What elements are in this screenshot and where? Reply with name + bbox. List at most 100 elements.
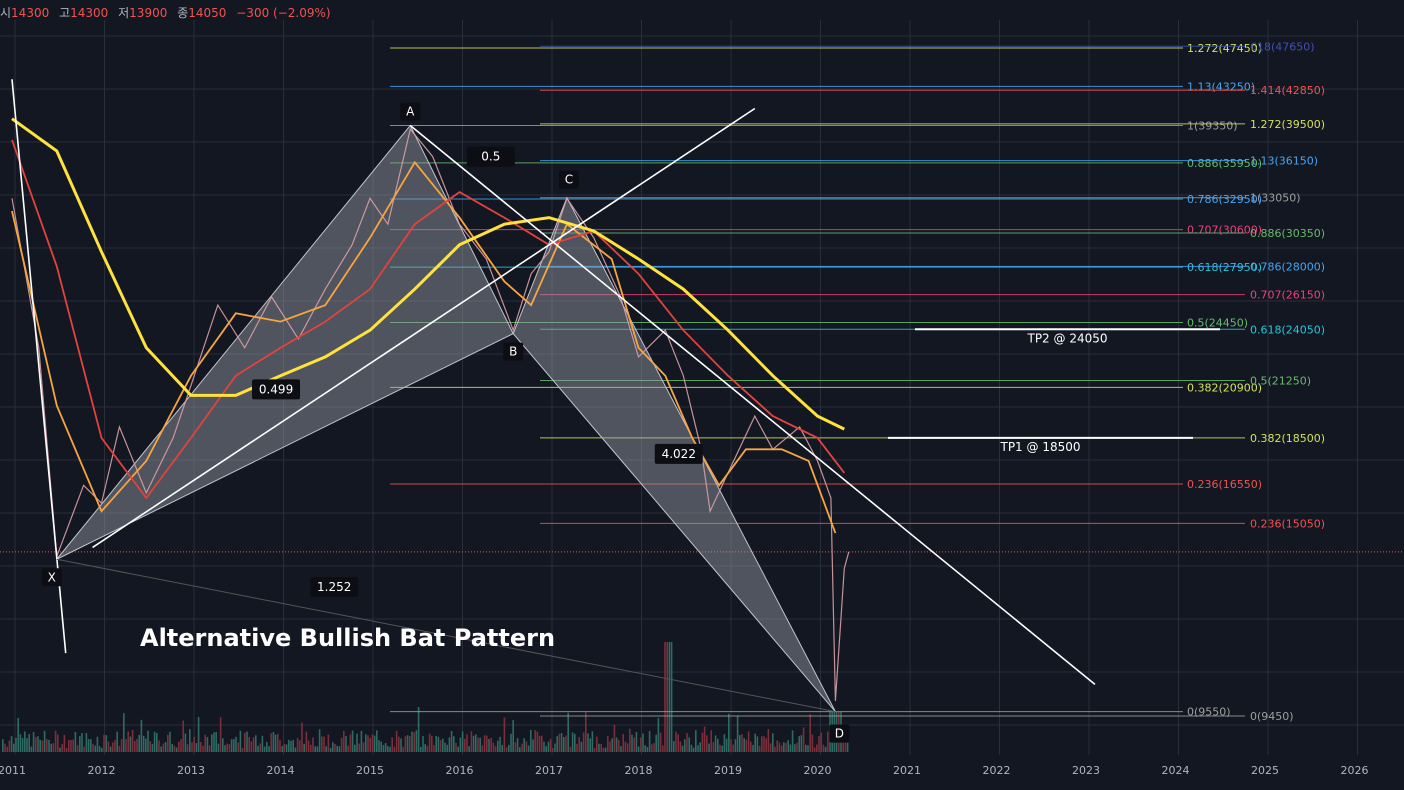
volume-bar — [279, 740, 281, 752]
volume-bar — [791, 730, 794, 752]
volume-bar — [87, 739, 90, 752]
volume-bar — [255, 735, 257, 752]
volume-bar — [101, 747, 103, 752]
volume-bar — [646, 746, 649, 752]
volume-bar — [389, 746, 391, 752]
volume-bar — [217, 743, 220, 752]
volume-bar — [811, 734, 814, 752]
volume-bar — [505, 747, 508, 752]
volume-bar — [609, 741, 611, 752]
volume-bar — [626, 743, 629, 752]
volume-bar — [59, 747, 61, 752]
volume-bar — [602, 747, 605, 752]
volume-bar — [563, 737, 565, 752]
x-tick-label: 2014 — [267, 764, 295, 777]
volume-bar — [142, 735, 145, 752]
volume-bar — [714, 735, 717, 752]
trend-line — [92, 107, 756, 549]
volume-bar — [422, 736, 424, 752]
volume-bar — [41, 740, 44, 752]
volume-bar — [822, 744, 825, 752]
volume-bar — [673, 741, 675, 752]
volume-bar — [347, 745, 349, 752]
volume-bar — [591, 731, 594, 752]
volume-bar — [723, 734, 726, 752]
volume-bar — [230, 739, 233, 752]
open-value: 14300 — [11, 6, 50, 20]
ratio-box — [466, 146, 515, 167]
pattern-caption: Alternative Bullish Bat Pattern — [140, 624, 555, 652]
volume-bar — [611, 738, 613, 752]
volume-bar — [547, 741, 550, 752]
volume-bar — [376, 730, 378, 752]
volume-bar — [798, 736, 800, 752]
volume-bar — [655, 734, 657, 752]
volume-bar — [411, 731, 413, 752]
volume-bar — [699, 742, 701, 752]
volume-bar — [369, 737, 371, 752]
volume-bar — [767, 729, 770, 752]
volume-bar — [274, 734, 277, 752]
volume-bar — [600, 744, 602, 752]
fib-level-label: 1.272(39500) — [1250, 118, 1325, 131]
volume-bar — [127, 731, 129, 752]
volume-bar — [618, 740, 620, 752]
volume-bar — [409, 736, 411, 752]
volume-bar — [151, 743, 154, 752]
volume-bar — [360, 730, 363, 752]
volume-bar — [466, 734, 468, 752]
volume-bar — [481, 745, 484, 752]
trend-line — [11, 79, 67, 654]
volume-bar — [675, 731, 677, 752]
volume-bar — [508, 744, 510, 752]
volume-bar — [530, 729, 532, 752]
trend-line — [409, 124, 1096, 686]
volume-bar — [241, 747, 244, 752]
volume-bar — [442, 738, 444, 752]
fib-level-label: 0.5(24450) — [1187, 316, 1248, 329]
volume-bar — [314, 746, 316, 752]
volume-bar — [470, 731, 473, 752]
volume-bar — [690, 744, 693, 752]
volume-bar — [637, 746, 640, 752]
volume-bar — [235, 736, 237, 752]
volume-bar — [545, 746, 547, 752]
x-tick-label: 2012 — [88, 764, 116, 777]
volume-bar — [765, 738, 767, 752]
volume-bar — [35, 737, 37, 752]
volume-bar — [85, 733, 88, 752]
volume-bar — [439, 740, 442, 752]
volume-bar — [648, 731, 651, 752]
volume-bar — [400, 738, 402, 752]
volume-bar — [215, 732, 217, 752]
fib-level-label: 0(9450) — [1250, 710, 1294, 723]
volume-bar — [398, 736, 400, 752]
volume-bar — [404, 736, 407, 752]
ratio-label: 4.022 — [662, 447, 696, 461]
volume-bar — [349, 734, 352, 752]
volume-bar — [290, 740, 292, 752]
volume-bars — [2, 642, 849, 752]
volume-bar — [459, 737, 462, 752]
volume-bar — [468, 746, 470, 752]
volume-bar — [571, 732, 574, 752]
volume-bar — [79, 736, 81, 752]
volume-bar — [433, 745, 435, 752]
pattern-point-label: A — [406, 104, 415, 118]
x-tick-label: 2016 — [446, 764, 474, 777]
volume-bar — [534, 730, 536, 752]
x-tick-label: 2021 — [893, 764, 921, 777]
volume-bar — [464, 738, 466, 752]
volume-bar — [281, 746, 283, 752]
volume-bar — [310, 744, 312, 752]
volume-bar — [712, 742, 715, 752]
volume-bar — [180, 739, 182, 752]
volume-bar — [156, 733, 158, 752]
volume-bar — [703, 726, 706, 752]
fib-level-label: 0.382(20900) — [1187, 381, 1262, 394]
volume-bar — [802, 727, 805, 752]
fib-level-label: 1(39350) — [1187, 119, 1238, 132]
volume-bar — [503, 717, 506, 752]
volume-bar — [613, 724, 616, 752]
